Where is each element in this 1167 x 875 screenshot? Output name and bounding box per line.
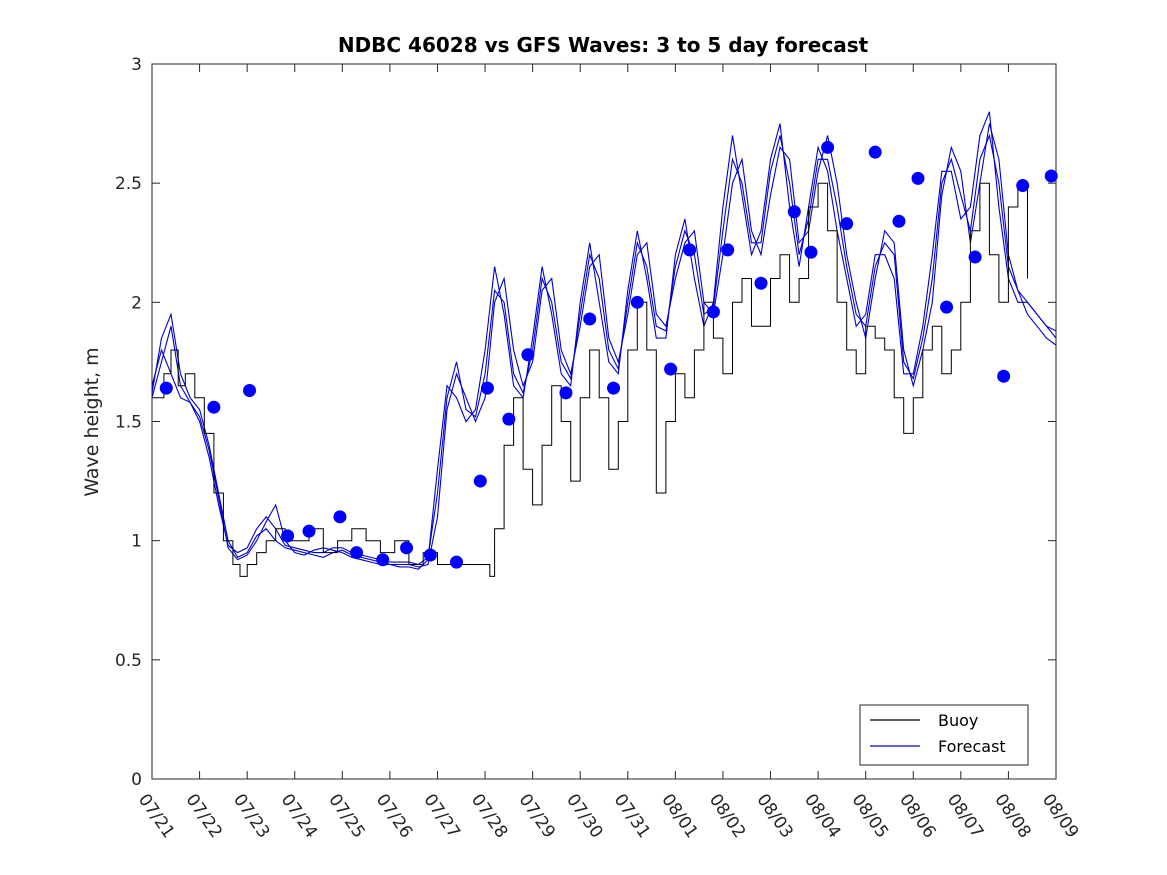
forecast-marker	[754, 276, 768, 290]
forecast-marker	[868, 145, 882, 159]
legend-label-buoy: Buoy	[938, 711, 978, 730]
legend: Buoy Forecast	[859, 704, 1029, 766]
forecast-marker	[473, 474, 487, 488]
forecast-line	[151, 123, 1057, 568]
forecast-marker	[376, 553, 390, 567]
forecast-marker	[804, 245, 818, 259]
forecast-marker	[821, 140, 835, 154]
forecast-marker	[968, 250, 982, 264]
buoy-line	[152, 182, 1028, 577]
forecast-marker	[281, 529, 295, 543]
forecast-marker	[940, 300, 954, 314]
y-axis-label: Wave height, m	[81, 347, 103, 496]
forecast-marker	[1044, 169, 1058, 183]
forecast-marker	[683, 243, 697, 257]
forecast-marker	[583, 312, 597, 326]
forecast-marker	[911, 171, 925, 185]
forecast-marker	[664, 362, 678, 376]
forecast-marker	[350, 546, 364, 560]
forecast-marker	[480, 381, 494, 395]
chart-title: NDBC 46028 vs GFS Waves: 3 to 5 day fore…	[338, 33, 869, 57]
forecast-line	[151, 133, 1057, 566]
forecast-marker	[450, 555, 464, 569]
forecast-marker	[423, 548, 437, 562]
y-tick-label: 1.5	[115, 413, 142, 433]
forecast-marker	[840, 217, 854, 231]
forecast-marker	[521, 348, 535, 362]
forecast-marker	[559, 386, 573, 400]
forecast-marker	[1016, 179, 1030, 193]
forecast-marker	[892, 214, 906, 228]
y-tick-label: 3	[131, 55, 142, 75]
forecast-line	[151, 111, 1057, 570]
forecast-marker	[333, 510, 347, 524]
forecast-marker	[502, 412, 516, 426]
legend-box	[859, 704, 1029, 766]
forecast-marker	[207, 400, 221, 414]
forecast-marker	[607, 381, 621, 395]
y-tick-label: 1	[131, 532, 142, 552]
forecast-marker	[997, 369, 1011, 383]
forecast-marker	[243, 384, 257, 398]
forecast-marker	[721, 243, 735, 257]
y-tick-label: 2.5	[115, 174, 142, 194]
legend-label-forecast: Forecast	[938, 737, 1006, 756]
forecast-marker	[400, 541, 414, 555]
forecast-marker	[787, 205, 801, 219]
y-tick-label: 0	[131, 770, 142, 790]
forecast-marker	[630, 295, 644, 309]
forecast-marker	[706, 305, 720, 319]
y-tick-label: 0.5	[115, 651, 142, 671]
y-tick-label: 2	[131, 293, 142, 313]
forecast-marker	[302, 524, 316, 538]
forecast-marker	[159, 381, 173, 395]
